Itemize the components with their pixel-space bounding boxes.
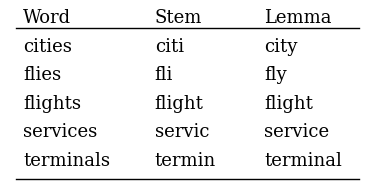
- Text: services: services: [23, 123, 98, 141]
- Text: flights: flights: [23, 95, 81, 113]
- Text: terminals: terminals: [23, 152, 110, 170]
- Text: flight: flight: [155, 95, 204, 113]
- Text: Lemma: Lemma: [264, 9, 332, 27]
- Text: citi: citi: [155, 38, 184, 56]
- Text: flies: flies: [23, 66, 61, 84]
- Text: city: city: [264, 38, 298, 56]
- Text: fly: fly: [264, 66, 287, 84]
- Text: termin: termin: [155, 152, 216, 170]
- Text: flight: flight: [264, 95, 313, 113]
- Text: Stem: Stem: [155, 9, 202, 27]
- Text: servic: servic: [155, 123, 209, 141]
- Text: cities: cities: [23, 38, 72, 56]
- Text: fli: fli: [155, 66, 173, 84]
- Text: service: service: [264, 123, 329, 141]
- Text: terminal: terminal: [264, 152, 342, 170]
- Text: Word: Word: [23, 9, 71, 27]
